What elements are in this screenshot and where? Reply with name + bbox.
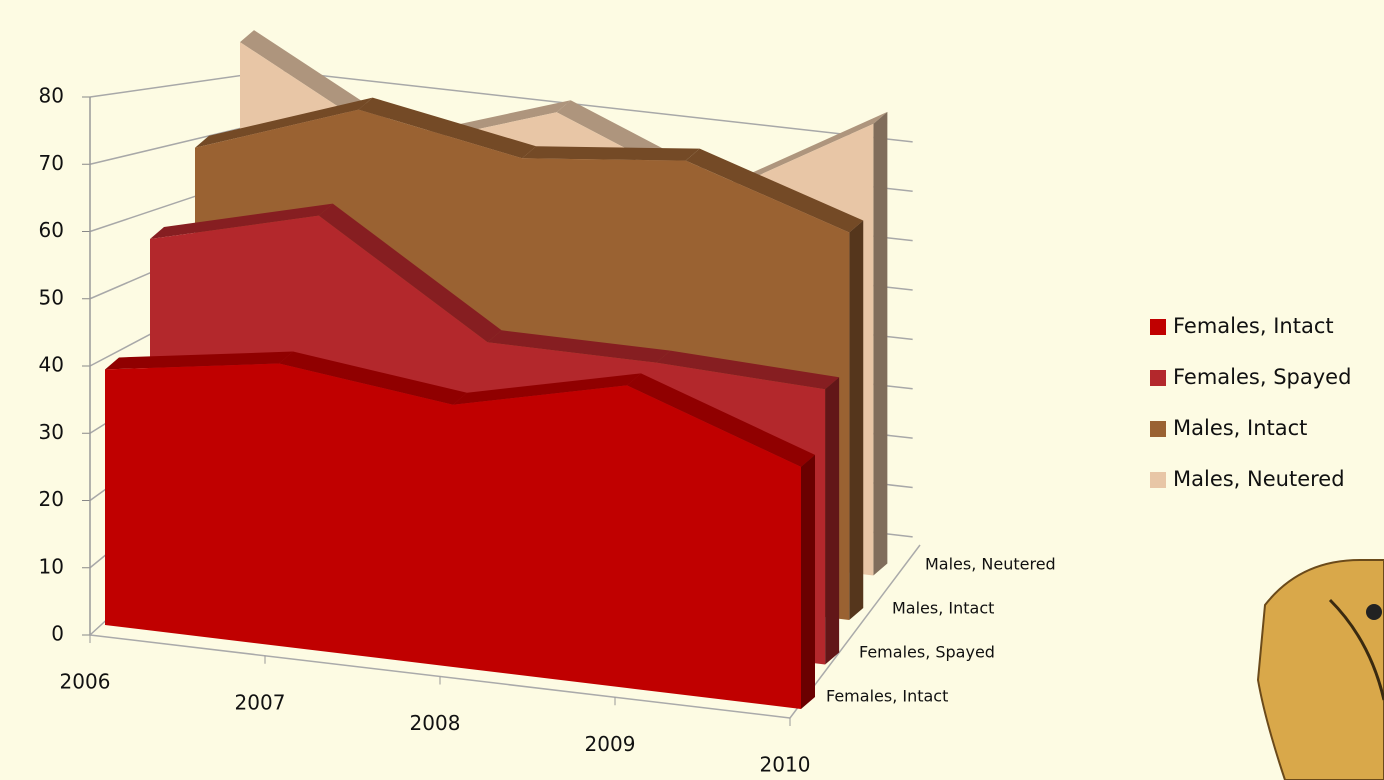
- y-tick-label: 20: [39, 487, 64, 511]
- z-tick-label: Males, Neutered: [925, 555, 1056, 574]
- y-tick-label: 10: [39, 554, 64, 578]
- legend-label: Females, Intact: [1173, 314, 1334, 338]
- area-top: [453, 373, 641, 405]
- y-tick-label: 30: [39, 420, 64, 444]
- y-tick-label: 70: [39, 151, 64, 175]
- y-tick-label: 60: [39, 218, 64, 242]
- area: [105, 363, 801, 709]
- area-top: [150, 203, 333, 240]
- area-top: [318, 203, 502, 343]
- legend-swatch: [1150, 319, 1166, 335]
- area-top: [715, 111, 888, 196]
- dog-illustration: [1256, 559, 1384, 780]
- area-top: [656, 350, 840, 390]
- area-top: [279, 351, 467, 405]
- area-side: [801, 454, 815, 709]
- z-tick-label: Males, Intact: [892, 599, 994, 618]
- legend-swatch: [1150, 370, 1166, 386]
- x-tick-label: 2006: [60, 670, 111, 694]
- legend-label: Females, Spayed: [1173, 365, 1351, 389]
- area-top: [685, 148, 864, 233]
- area-side: [873, 111, 888, 576]
- legend-label: Males, Intact: [1173, 416, 1307, 440]
- legend-swatch: [1150, 472, 1166, 488]
- z-tick-label: Females, Spayed: [859, 643, 995, 662]
- z-tick-label: Females, Intact: [826, 687, 948, 706]
- area-top: [358, 97, 537, 159]
- y-tick-label: 50: [39, 285, 64, 309]
- area-top: [627, 373, 815, 467]
- area-top: [195, 97, 373, 148]
- area-top: [487, 330, 671, 363]
- area-top: [105, 351, 293, 370]
- area-side: [825, 377, 840, 665]
- x-tick-label: 2008: [410, 711, 461, 735]
- y-tick-label: 0: [51, 622, 64, 646]
- y-tick-label: 40: [39, 353, 64, 377]
- area-top: [522, 146, 700, 161]
- x-tick-label: 2007: [235, 690, 286, 714]
- legend-label: Males, Neutered: [1173, 467, 1345, 491]
- legend-swatch: [1150, 421, 1166, 437]
- x-tick-label: 2009: [585, 732, 636, 756]
- area-side: [849, 220, 864, 620]
- y-tick-label: 80: [39, 84, 64, 108]
- x-tick-label: 2010: [760, 753, 811, 777]
